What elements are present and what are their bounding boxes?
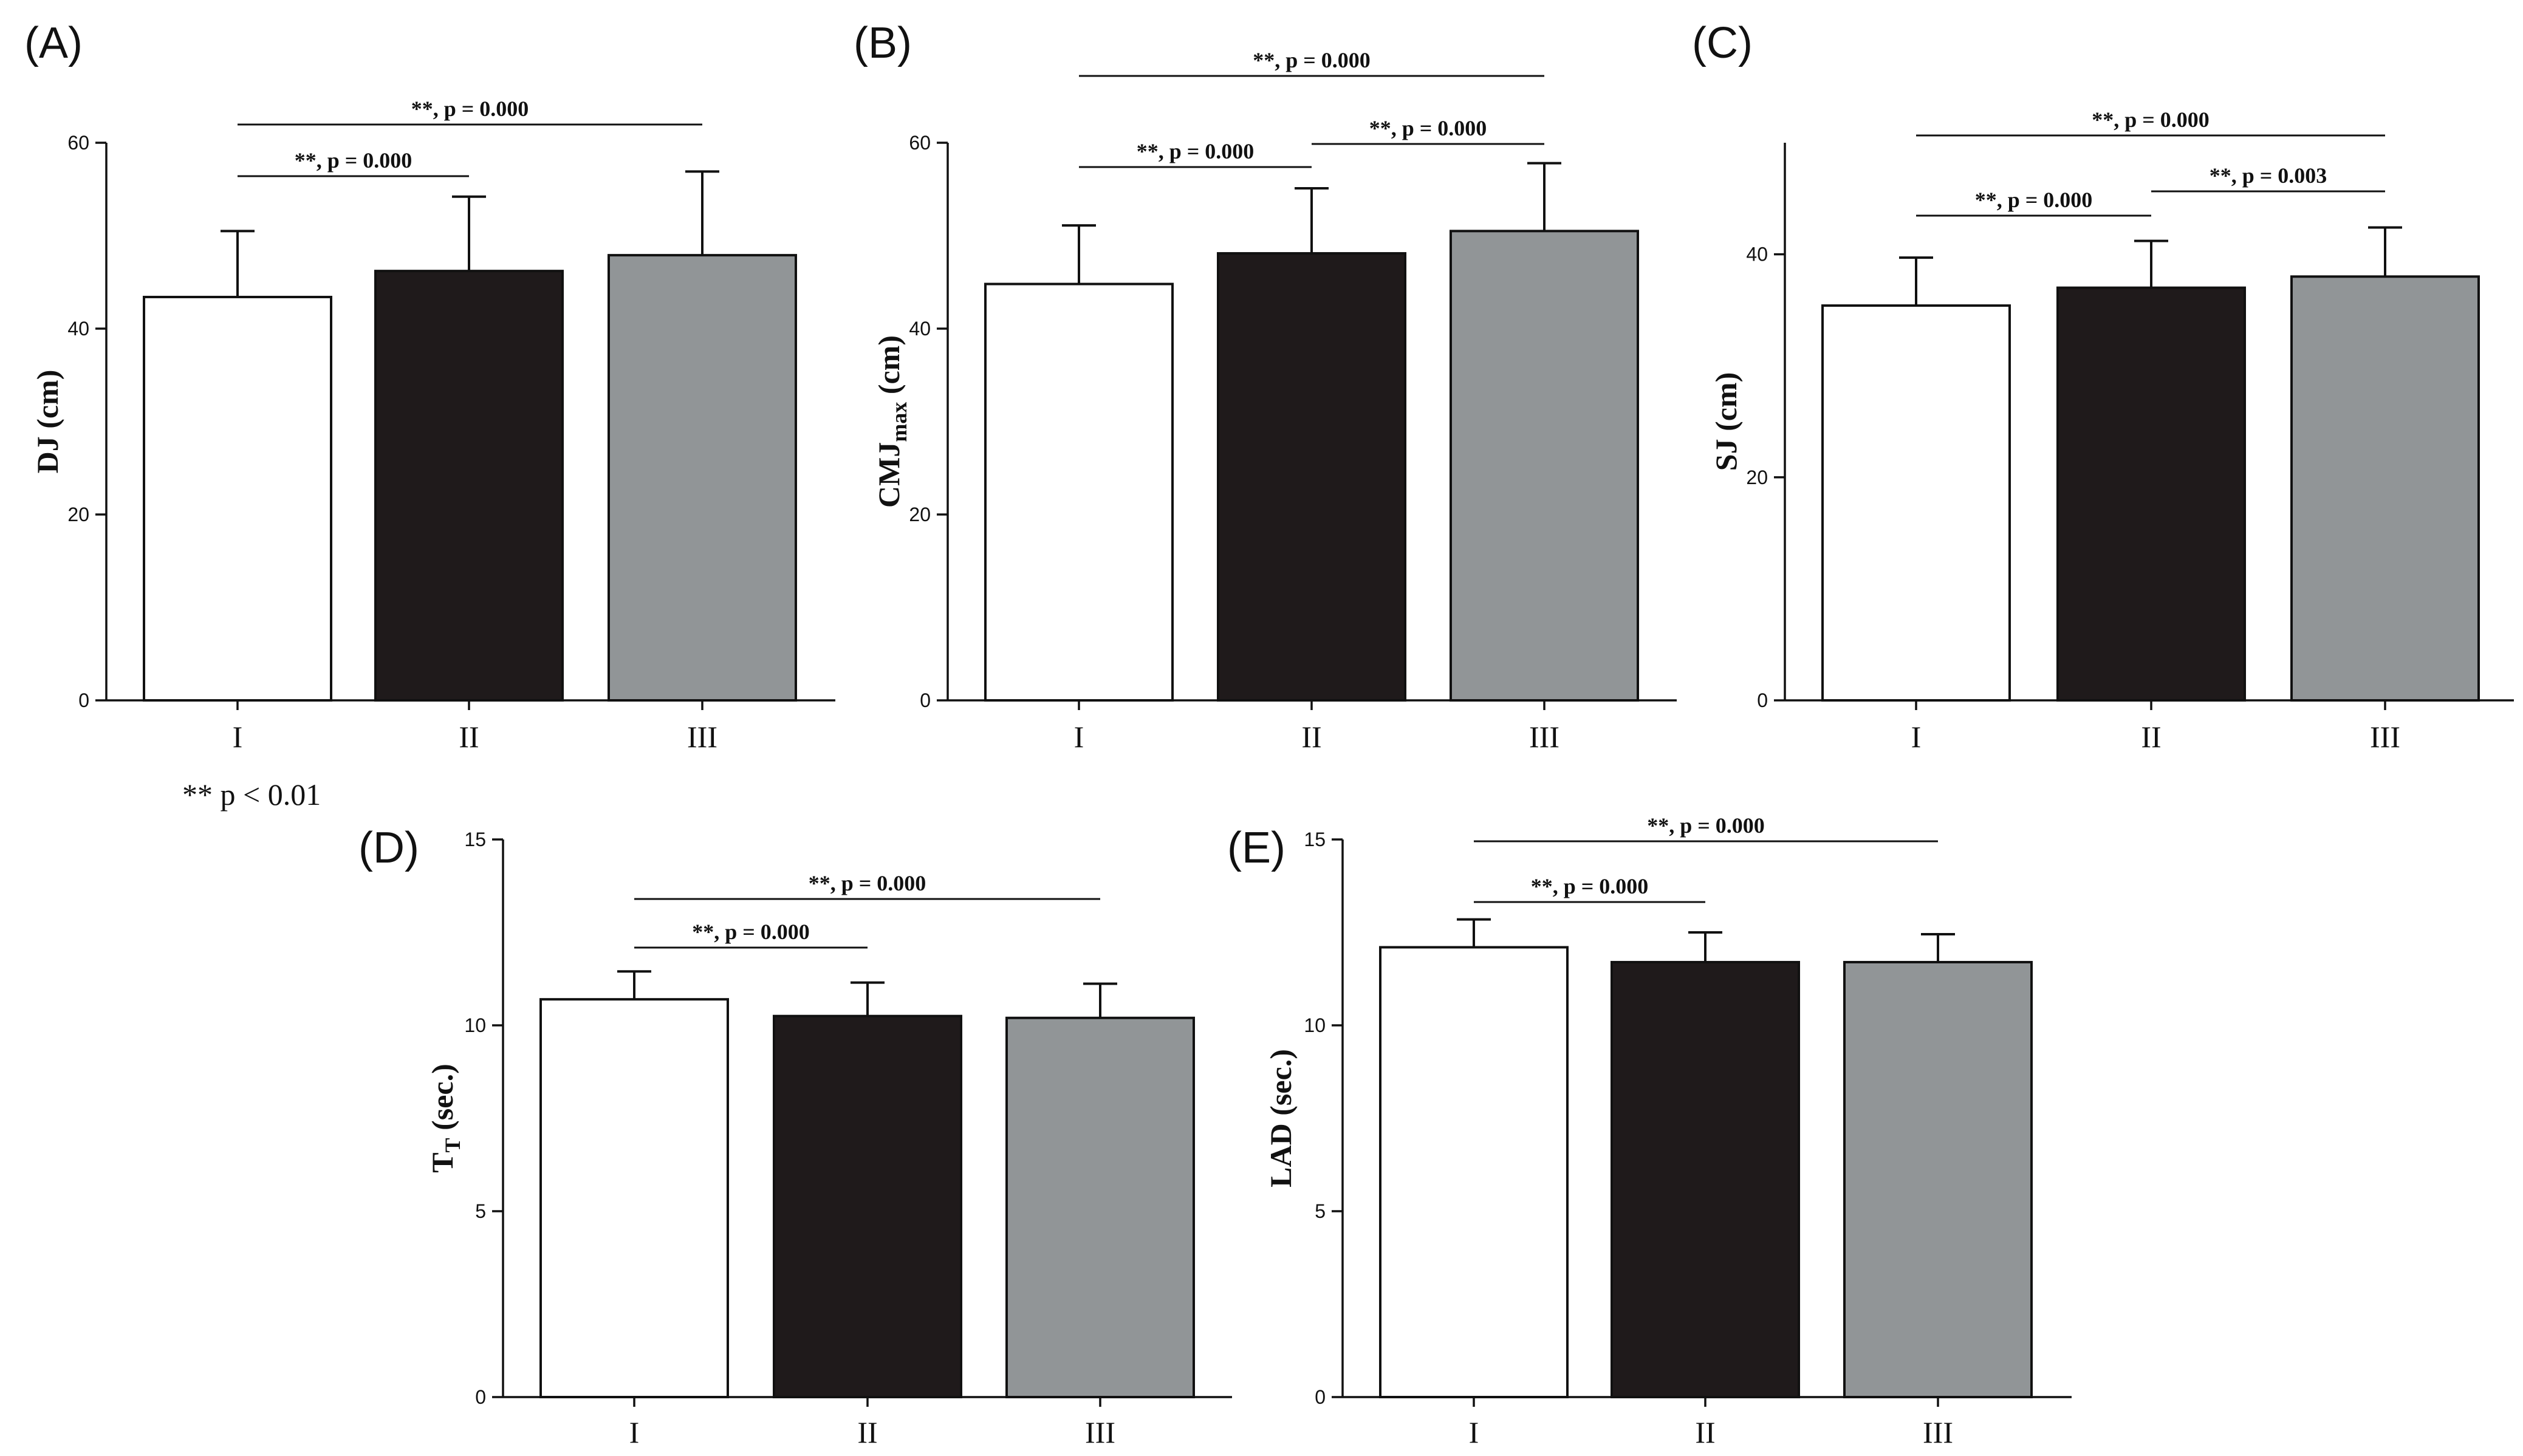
y-tick-label: 20 (1746, 467, 1768, 488)
y-tick-label: 5 (475, 1200, 486, 1222)
bar-i (1379, 946, 1569, 1398)
bar-i (539, 998, 729, 1399)
y-axis-title: LAD (sec.) (1264, 1049, 1298, 1188)
panel-label: (B) (854, 19, 912, 67)
x-category-label: II (459, 720, 479, 754)
x-category-label: I (629, 1415, 640, 1449)
y-tick-label: 0 (1757, 689, 1768, 711)
y-axis-title: TT (sec.) (425, 1064, 465, 1173)
x-category-label: I (1469, 1415, 1479, 1449)
significance-label: **, p = 0.000 (2092, 108, 2210, 132)
significance-label: **, p = 0.000 (1975, 188, 2093, 212)
y-tick-label: 20 (67, 504, 89, 525)
y-tick-label: 15 (464, 829, 486, 850)
significance-label: **, p = 0.000 (1531, 874, 1649, 898)
y-tick-label: 20 (909, 504, 931, 525)
y-axis-title: SJ (cm) (1709, 372, 1743, 471)
significance-label: **, p = 0.000 (411, 97, 529, 121)
y-tick-label: 10 (1304, 1014, 1326, 1036)
bar-i (143, 295, 332, 702)
bar-iii (2290, 275, 2480, 702)
x-category-label: I (233, 720, 243, 754)
bar-iii (608, 254, 797, 702)
x-category-label: III (1529, 720, 1559, 754)
y-tick-label: 15 (1304, 829, 1326, 850)
y-tick-label: 40 (909, 318, 931, 340)
x-category-label: I (1911, 720, 1922, 754)
bar-i (1821, 304, 2011, 702)
bar-ii (773, 1014, 962, 1398)
bar-ii (2056, 286, 2246, 702)
significance-label: **, p = 0.000 (1253, 48, 1371, 72)
bar-ii (374, 270, 564, 702)
y-tick-label: 0 (920, 689, 931, 711)
y-tick-label: 60 (909, 132, 931, 154)
x-category-label: II (857, 1415, 877, 1449)
y-tick-label: 40 (67, 318, 89, 340)
significance-label: **, p = 0.000 (1647, 813, 1765, 838)
bar-iii (1005, 1016, 1195, 1398)
y-tick-label: 10 (464, 1014, 486, 1036)
x-category-label: I (1074, 720, 1084, 754)
x-category-label: III (687, 720, 717, 754)
y-tick-label: 0 (1315, 1386, 1326, 1408)
significance-label: **, p = 0.000 (1137, 139, 1255, 163)
x-category-label: III (2370, 720, 2400, 754)
y-tick-label: 0 (78, 689, 89, 711)
x-category-label: II (1695, 1415, 1715, 1449)
y-tick-label: 0 (475, 1386, 486, 1408)
bar-i (984, 282, 1174, 702)
significance-footnote: ** p < 0.01 (182, 778, 321, 812)
bar-iii (1450, 230, 1639, 702)
y-axis-title: DJ (cm) (30, 370, 64, 474)
panel-label: (A) (24, 19, 83, 67)
bar-ii (1217, 252, 1406, 702)
significance-label: **, p = 0.000 (809, 871, 926, 895)
panel-label: (E) (1227, 824, 1285, 872)
significance-label: **, p = 0.000 (295, 148, 413, 173)
y-tick-label: 40 (1746, 244, 1768, 265)
panel-label: (D) (358, 824, 419, 872)
significance-label: **, p = 0.000 (692, 920, 810, 944)
y-tick-label: 60 (67, 132, 89, 154)
bar-ii (1611, 960, 1800, 1398)
significance-label: **, p = 0.000 (1369, 116, 1487, 140)
x-category-label: III (1085, 1415, 1115, 1449)
y-tick-label: 5 (1315, 1200, 1326, 1222)
x-category-label: II (1301, 720, 1321, 754)
x-category-label: II (2141, 720, 2161, 754)
bar-iii (1843, 960, 2033, 1398)
panel-label: (C) (1692, 19, 1753, 67)
y-axis-title: CMJmax (cm) (872, 335, 911, 508)
x-category-label: III (1923, 1415, 1953, 1449)
significance-label: **, p = 0.003 (2210, 163, 2327, 188)
